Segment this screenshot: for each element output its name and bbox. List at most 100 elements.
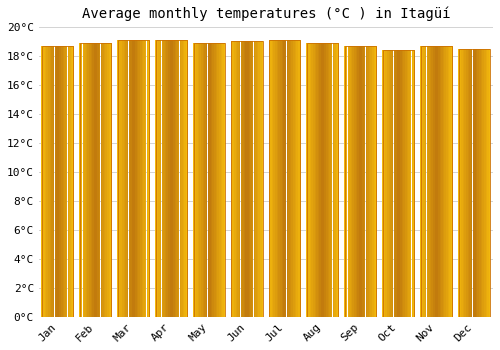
Bar <box>214 43 216 317</box>
Bar <box>364 46 366 317</box>
Bar <box>413 50 414 317</box>
Bar <box>292 40 293 317</box>
Bar <box>130 40 132 317</box>
Bar <box>240 41 242 317</box>
Bar <box>100 43 102 317</box>
Bar <box>234 41 235 317</box>
Bar <box>46 46 48 317</box>
Bar <box>282 40 283 317</box>
Bar <box>284 40 285 317</box>
Bar <box>366 46 367 317</box>
Bar <box>310 43 311 317</box>
Bar <box>232 41 234 317</box>
Bar <box>482 49 484 317</box>
Bar <box>270 40 300 317</box>
Bar <box>156 40 158 317</box>
Bar <box>144 40 145 317</box>
Bar <box>148 40 150 317</box>
Bar <box>392 50 394 317</box>
Bar <box>369 46 370 317</box>
Bar <box>68 46 69 317</box>
Bar <box>89 43 90 317</box>
Bar <box>134 40 135 317</box>
Bar <box>64 46 66 317</box>
Bar <box>430 46 432 317</box>
Bar <box>218 43 219 317</box>
Bar <box>323 43 324 317</box>
Bar <box>372 46 374 317</box>
Bar <box>53 46 54 317</box>
Bar <box>220 43 222 317</box>
Bar <box>334 43 336 317</box>
Bar <box>165 40 166 317</box>
Bar <box>376 46 377 317</box>
Bar <box>486 49 487 317</box>
Bar <box>104 43 106 317</box>
Bar <box>306 43 308 317</box>
Bar <box>387 50 388 317</box>
Bar <box>321 43 322 317</box>
Bar <box>464 49 466 317</box>
Bar <box>476 49 478 317</box>
Bar <box>155 40 156 317</box>
Bar <box>451 46 452 317</box>
Bar <box>438 46 440 317</box>
Bar <box>84 43 86 317</box>
Bar <box>88 43 89 317</box>
Bar <box>142 40 143 317</box>
Bar <box>388 50 390 317</box>
Bar <box>119 40 120 317</box>
Bar <box>326 43 328 317</box>
Bar <box>198 43 200 317</box>
Bar <box>404 50 405 317</box>
Bar <box>298 40 300 317</box>
Bar <box>443 46 444 317</box>
Bar <box>487 49 489 317</box>
Bar <box>80 43 81 317</box>
Bar <box>92 43 94 317</box>
Bar <box>252 41 254 317</box>
Title: Average monthly temperatures (°C ) in Itagüí: Average monthly temperatures (°C ) in It… <box>82 7 450 21</box>
Bar <box>394 50 395 317</box>
Bar <box>352 46 354 317</box>
Bar <box>176 40 178 317</box>
Bar <box>412 50 413 317</box>
Bar <box>472 49 474 317</box>
Bar <box>110 43 112 317</box>
Bar <box>196 43 198 317</box>
Bar <box>146 40 148 317</box>
Bar <box>211 43 212 317</box>
Bar <box>300 40 301 317</box>
Bar <box>237 41 239 317</box>
Bar <box>132 40 134 317</box>
Bar <box>135 40 136 317</box>
Bar <box>72 46 74 317</box>
Bar <box>466 49 468 317</box>
Bar <box>236 41 237 317</box>
Bar <box>349 46 350 317</box>
Bar <box>470 49 471 317</box>
Bar <box>69 46 71 317</box>
Bar <box>461 49 462 317</box>
Bar <box>402 50 404 317</box>
Bar <box>184 40 186 317</box>
Bar <box>428 46 430 317</box>
Bar <box>360 46 362 317</box>
Bar <box>180 40 181 317</box>
Bar <box>162 40 163 317</box>
Bar <box>90 43 92 317</box>
Bar <box>278 40 280 317</box>
Bar <box>82 43 84 317</box>
Bar <box>158 40 160 317</box>
Bar <box>42 46 74 317</box>
Bar <box>96 43 97 317</box>
Bar <box>400 50 402 317</box>
Bar <box>314 43 316 317</box>
Bar <box>248 41 250 317</box>
Bar <box>216 43 218 317</box>
Bar <box>280 40 281 317</box>
Bar <box>136 40 138 317</box>
Bar <box>367 46 368 317</box>
Bar <box>395 50 396 317</box>
Bar <box>288 40 290 317</box>
